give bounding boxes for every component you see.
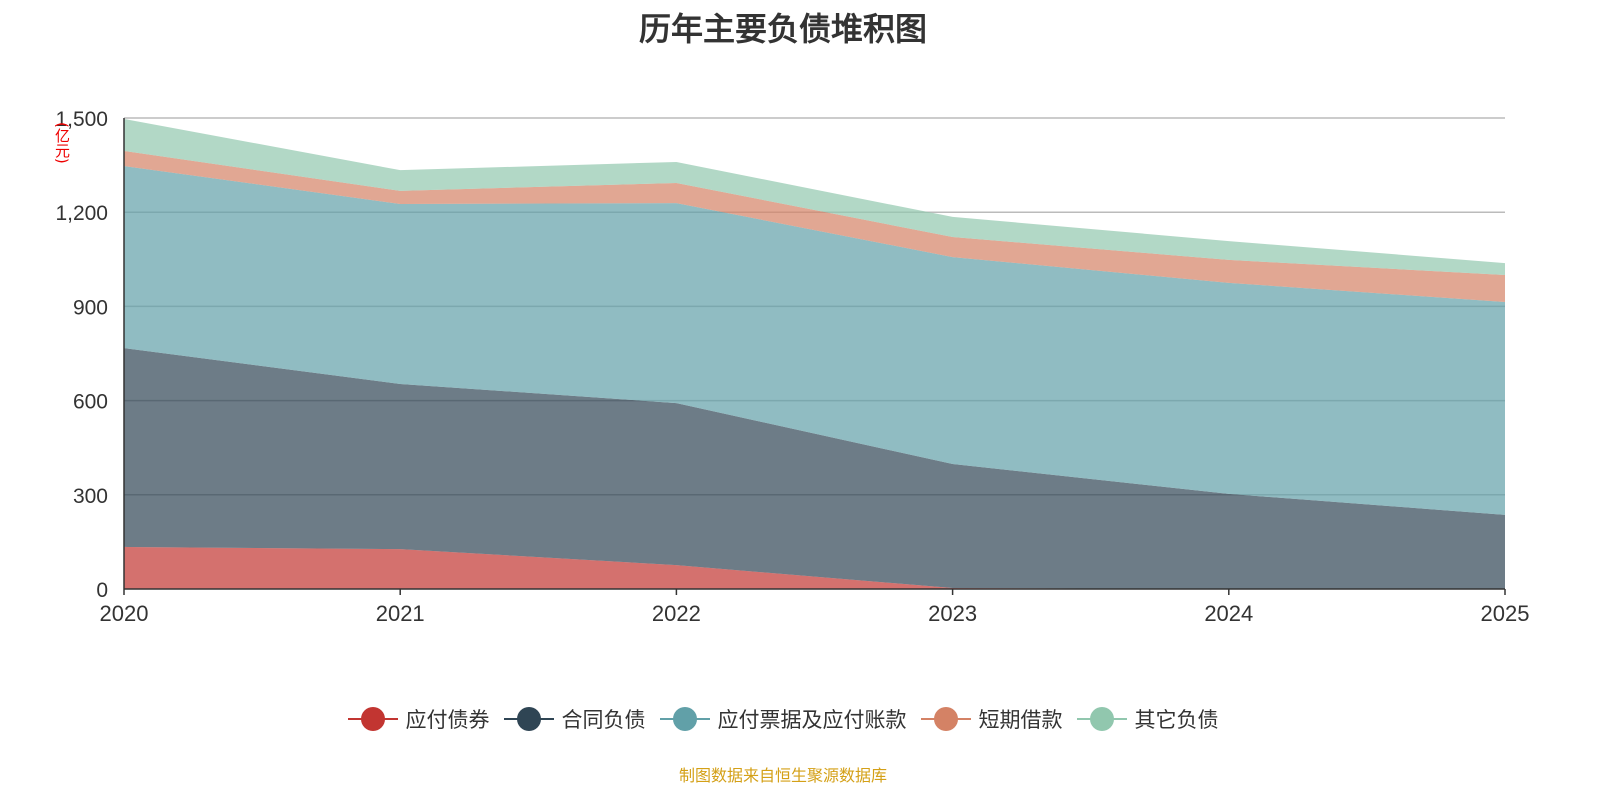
legend-label: 其它负债 [1134,708,1219,732]
legend-item[interactable]: 其它负债 [1076,704,1219,734]
x-tick-label: 2022 [652,601,701,626]
legend-marker-icon [1076,706,1127,732]
x-tick-label: 2024 [1204,601,1253,626]
area-短期借款 [124,150,1505,303]
legend-marker-icon [347,706,398,732]
source-note: 制图数据来自恒生聚源数据库 [678,766,887,785]
legend-label: 应付票据及应付账款 [717,708,907,732]
legend-item[interactable]: 应付票据及应付账款 [659,704,907,734]
x-tick-label: 2023 [928,601,977,626]
y-tick-label: 300 [73,485,108,508]
legend-label: 应付债券 [405,708,490,732]
legend: 应付债券 合同负债 应付票据及应付账款 短期借款 其它负债 [0,704,1566,734]
x-tick-label: 2025 [1481,601,1530,626]
x-tick-label: 2020 [100,601,149,626]
area-应付票据及应付账款 [124,166,1505,515]
legend-item[interactable]: 合同负债 [503,704,646,734]
y-tick-label: 1,500 [55,108,108,131]
area-其它负债 [124,118,1505,275]
legend-marker-icon [920,706,971,732]
y-axis-unit: (亿元) [53,122,71,164]
y-tick-label: 0 [96,579,108,602]
legend-label: 合同负债 [561,708,646,732]
y-tick-label: 1,200 [55,202,108,225]
area-合同负债 [124,348,1505,589]
legend-item[interactable]: 短期借款 [920,704,1063,734]
y-tick-label: 900 [73,296,108,319]
legend-item[interactable]: 应付债券 [347,704,490,734]
legend-marker-icon [659,706,710,732]
x-tick-label: 2021 [376,601,425,626]
area-应付债券 [124,546,1505,589]
legend-marker-icon [503,706,554,732]
chart-title: 历年主要负债堆积图 [638,10,927,48]
y-tick-label: 600 [73,391,108,414]
legend-label: 短期借款 [978,708,1063,732]
